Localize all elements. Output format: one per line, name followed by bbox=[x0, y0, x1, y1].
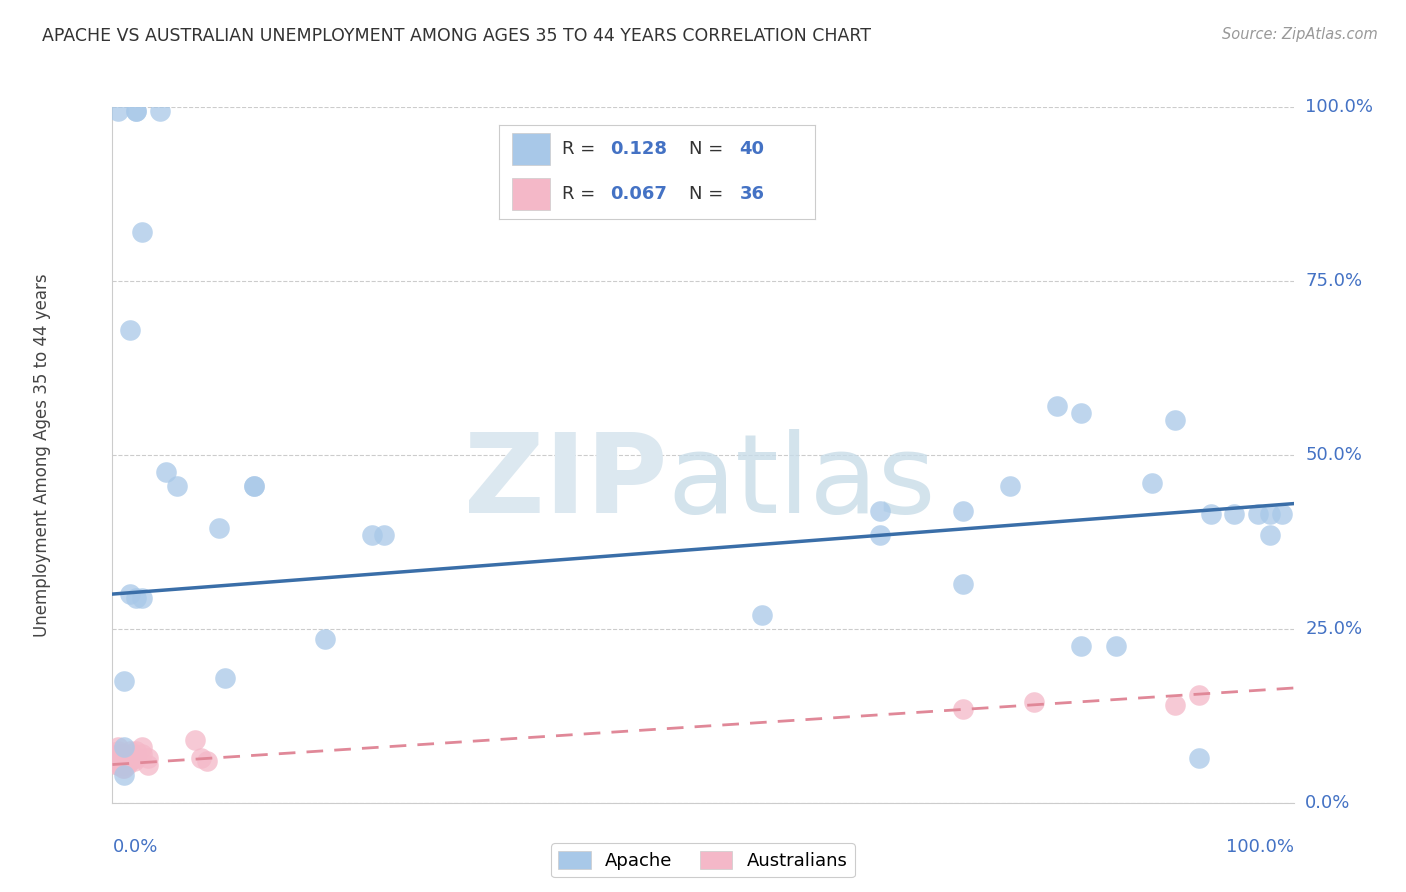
Point bbox=[125, 103, 148, 118]
Point bbox=[155, 466, 177, 480]
Point bbox=[214, 671, 236, 685]
Point bbox=[112, 761, 135, 775]
Point bbox=[1140, 475, 1163, 490]
Point bbox=[125, 750, 148, 764]
Text: atlas: atlas bbox=[668, 429, 936, 536]
Point bbox=[136, 757, 159, 772]
Text: 75.0%: 75.0% bbox=[1305, 272, 1362, 290]
Point bbox=[131, 747, 153, 761]
Point bbox=[869, 528, 891, 542]
Point bbox=[1188, 750, 1211, 764]
Text: ZIP: ZIP bbox=[464, 429, 668, 536]
Point bbox=[208, 521, 231, 535]
Text: 25.0%: 25.0% bbox=[1305, 620, 1362, 638]
Point bbox=[1188, 688, 1211, 702]
Point bbox=[952, 702, 974, 716]
Point bbox=[112, 768, 135, 782]
Point bbox=[751, 607, 773, 622]
Text: Unemployment Among Ages 35 to 44 years: Unemployment Among Ages 35 to 44 years bbox=[32, 273, 51, 637]
Text: 40: 40 bbox=[740, 140, 765, 158]
Point bbox=[120, 754, 142, 768]
Point bbox=[166, 479, 188, 493]
Point bbox=[125, 591, 148, 605]
Text: N =: N = bbox=[689, 140, 728, 158]
Point bbox=[107, 744, 129, 758]
Text: 0.0%: 0.0% bbox=[1305, 794, 1351, 812]
Point bbox=[998, 479, 1021, 493]
Point bbox=[1258, 507, 1281, 521]
Point bbox=[190, 750, 212, 764]
Point bbox=[120, 323, 142, 337]
Point bbox=[1199, 507, 1222, 521]
Point bbox=[1046, 399, 1069, 413]
Text: APACHE VS AUSTRALIAN UNEMPLOYMENT AMONG AGES 35 TO 44 YEARS CORRELATION CHART: APACHE VS AUSTRALIAN UNEMPLOYMENT AMONG … bbox=[42, 27, 872, 45]
Point bbox=[107, 747, 129, 761]
Text: 0.067: 0.067 bbox=[610, 186, 666, 203]
Point bbox=[1271, 507, 1294, 521]
Text: 100.0%: 100.0% bbox=[1305, 98, 1374, 116]
Point bbox=[952, 576, 974, 591]
Point bbox=[1070, 639, 1092, 653]
Point bbox=[110, 754, 132, 768]
Point bbox=[361, 528, 384, 542]
Point bbox=[111, 747, 134, 761]
Point bbox=[107, 747, 129, 761]
Point bbox=[107, 754, 129, 768]
Point bbox=[1022, 695, 1045, 709]
Text: 50.0%: 50.0% bbox=[1305, 446, 1362, 464]
Point bbox=[112, 750, 135, 764]
Point bbox=[314, 632, 336, 647]
Point bbox=[112, 674, 135, 689]
Point bbox=[112, 761, 135, 775]
Point bbox=[149, 103, 172, 118]
Point bbox=[110, 757, 132, 772]
Point bbox=[107, 750, 129, 764]
Text: Source: ZipAtlas.com: Source: ZipAtlas.com bbox=[1222, 27, 1378, 42]
Point bbox=[120, 747, 142, 761]
Point bbox=[136, 750, 159, 764]
Point bbox=[131, 225, 153, 239]
Point bbox=[1164, 698, 1187, 713]
Point bbox=[1164, 413, 1187, 427]
Point bbox=[112, 740, 135, 755]
Point bbox=[125, 744, 148, 758]
FancyBboxPatch shape bbox=[512, 178, 550, 211]
FancyBboxPatch shape bbox=[512, 133, 550, 165]
Point bbox=[373, 528, 395, 542]
Point bbox=[184, 733, 207, 747]
Point bbox=[195, 754, 218, 768]
Point bbox=[1070, 406, 1092, 420]
Point bbox=[1223, 507, 1246, 521]
Point bbox=[115, 757, 138, 772]
Point bbox=[111, 754, 134, 768]
Point bbox=[1105, 639, 1128, 653]
Point bbox=[122, 754, 145, 768]
Text: 0.128: 0.128 bbox=[610, 140, 666, 158]
Point bbox=[120, 587, 142, 601]
Point bbox=[107, 757, 129, 772]
Point bbox=[115, 750, 138, 764]
Point bbox=[1247, 507, 1270, 521]
Point bbox=[869, 503, 891, 517]
Point bbox=[131, 591, 153, 605]
Point bbox=[243, 479, 266, 493]
Point bbox=[112, 757, 135, 772]
Text: R =: R = bbox=[562, 140, 602, 158]
Point bbox=[125, 103, 148, 118]
Point bbox=[107, 757, 129, 772]
Legend: Apache, Australians: Apache, Australians bbox=[551, 844, 855, 877]
Point bbox=[107, 103, 129, 118]
Text: 0.0%: 0.0% bbox=[112, 838, 157, 855]
Text: 36: 36 bbox=[740, 186, 765, 203]
Point bbox=[120, 744, 142, 758]
Point bbox=[131, 740, 153, 755]
Point bbox=[243, 479, 266, 493]
Text: N =: N = bbox=[689, 186, 728, 203]
Text: R =: R = bbox=[562, 186, 602, 203]
Text: 100.0%: 100.0% bbox=[1226, 838, 1294, 855]
Point bbox=[107, 740, 129, 755]
Point bbox=[1258, 528, 1281, 542]
Point bbox=[952, 503, 974, 517]
Point bbox=[111, 750, 134, 764]
